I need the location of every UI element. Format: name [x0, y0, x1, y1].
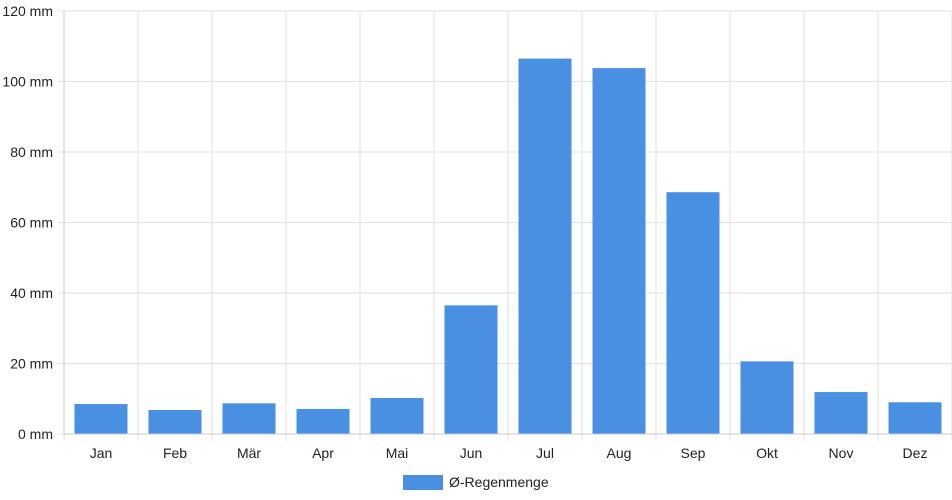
bar[interactable] — [814, 392, 868, 434]
y-tick-label: 80 mm — [10, 144, 53, 160]
x-tick-label: Jul — [536, 445, 554, 461]
x-tick-label: Jun — [460, 445, 483, 461]
x-tick-label: Aug — [607, 445, 632, 461]
y-tick-label: 0 mm — [18, 426, 53, 442]
bar[interactable] — [888, 402, 942, 434]
bars-layer — [74, 58, 942, 435]
bar[interactable] — [518, 58, 572, 435]
legend-swatch — [403, 475, 443, 490]
bar[interactable] — [148, 410, 202, 434]
legend-label: Ø-Regenmenge — [449, 474, 549, 490]
x-tick-label: Mai — [386, 445, 409, 461]
bar[interactable] — [74, 404, 128, 434]
y-tick-label: 60 mm — [10, 215, 53, 231]
bar[interactable] — [740, 361, 794, 434]
y-tick-label: 120 mm — [2, 3, 53, 19]
y-tick-label: 20 mm — [10, 356, 53, 372]
x-tick-label: Mär — [237, 445, 261, 461]
axis-layer: 0 mm 20 mm 40 mm 60 mm 80 mm 100 mm 120 mm Jan F… — [2, 3, 952, 461]
legend[interactable]: Ø-Regenmenge — [403, 474, 549, 490]
y-tick-label: 100 mm — [2, 74, 53, 90]
bar[interactable] — [444, 305, 498, 434]
x-tick-label: Feb — [163, 445, 187, 461]
bar[interactable] — [592, 68, 646, 434]
bar[interactable] — [296, 408, 350, 434]
bar[interactable] — [370, 398, 424, 434]
x-tick-label: Jan — [90, 445, 113, 461]
grid-layer — [58, 10, 952, 441]
x-tick-label: Nov — [829, 445, 854, 461]
x-tick-label: Sep — [681, 445, 706, 461]
bar[interactable] — [222, 403, 276, 434]
bar[interactable] — [666, 192, 720, 434]
x-tick-label: Dez — [903, 445, 928, 461]
y-tick-label: 40 mm — [10, 285, 53, 301]
x-tick-label: Okt — [756, 445, 778, 461]
x-tick-label: Apr — [312, 445, 334, 461]
